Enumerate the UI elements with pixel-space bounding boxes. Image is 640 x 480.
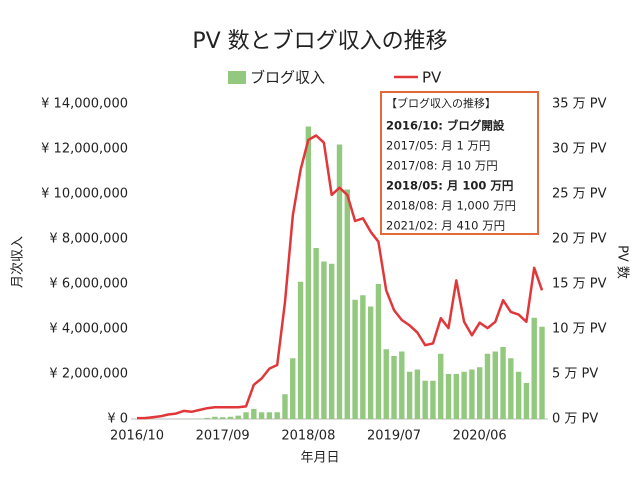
bar	[313, 248, 319, 419]
bar	[227, 416, 234, 419]
bar	[399, 351, 405, 419]
bar	[336, 144, 343, 419]
bar	[212, 416, 218, 419]
legend-label: PV	[422, 69, 442, 87]
y2-tick-label: 25 万 PV	[552, 187, 607, 202]
y2-tick-label: 5 万 PV	[552, 367, 598, 382]
bar	[438, 353, 444, 419]
legend-swatch	[228, 71, 246, 84]
bar	[453, 374, 460, 419]
annotation-line: 2021/02: 月 410 万円	[386, 219, 505, 233]
annotation-line: 2018/08: 月 1,000 万円	[386, 199, 516, 213]
bar	[235, 415, 241, 419]
x-tick-label: 2019/07	[367, 429, 421, 444]
y-tick-label: ¥ 6,000,000	[49, 277, 128, 292]
bar	[219, 417, 226, 419]
bar	[508, 358, 514, 419]
x-tick-label: 2017/09	[196, 429, 250, 444]
bar	[531, 317, 537, 419]
bar	[274, 412, 280, 419]
y-tick-label: ¥ 2,000,000	[49, 367, 128, 382]
bar	[305, 126, 312, 419]
x-axis-label: 年月日	[300, 451, 339, 466]
legend-label: ブログ収入	[250, 69, 325, 87]
bar	[391, 356, 397, 419]
bar	[492, 351, 498, 419]
bar	[243, 412, 249, 419]
bar	[329, 263, 335, 419]
bar	[360, 295, 366, 419]
bar	[204, 417, 210, 419]
bar	[422, 380, 428, 419]
y-tick-label: ¥ 12,000,000	[41, 142, 128, 157]
y-axis-label: 月次収入	[10, 236, 26, 288]
bar	[523, 383, 530, 419]
x-tick-label: 2018/08	[281, 429, 335, 444]
bar	[445, 374, 452, 419]
bar	[383, 349, 389, 419]
bar	[290, 358, 296, 419]
bar	[500, 347, 506, 419]
bar	[515, 371, 522, 419]
annotation-line: 2018/05: 月 100 万円	[386, 179, 513, 193]
y-tick-label: ¥ 4,000,000	[49, 322, 128, 337]
bar	[367, 306, 374, 419]
annotation-line: 2017/05: 月 1 万円	[386, 139, 490, 153]
annotation-line: 2016/10: ブログ開設	[386, 119, 505, 133]
bar	[352, 299, 358, 419]
bar	[297, 281, 304, 419]
annotation-title: 【ブログ収入の推移】	[386, 96, 496, 110]
y2-tick-label: 30 万 PV	[552, 142, 607, 157]
bar	[469, 369, 475, 419]
bar	[484, 353, 491, 419]
annotation-line: 2017/08: 月 10 万円	[386, 159, 498, 173]
y-tick-label: ¥ 8,000,000	[49, 232, 128, 247]
x-tick-label: 2020/06	[453, 429, 507, 444]
bar	[461, 371, 467, 419]
y-tick-label: ¥ 10,000,000	[41, 187, 128, 202]
chart-title: PV 数とブログ収入の推移	[192, 29, 447, 54]
bar	[258, 412, 265, 419]
bar	[406, 371, 413, 419]
y-tick-label: ¥ 0	[107, 412, 128, 427]
annotation-box	[380, 91, 539, 235]
y2-tick-label: 20 万 PV	[552, 232, 607, 247]
bar	[321, 261, 327, 419]
y2-tick-label: 15 万 PV	[552, 277, 607, 292]
bar	[375, 284, 382, 419]
bar	[266, 412, 273, 419]
line	[137, 134, 544, 420]
bar	[251, 408, 257, 419]
bar	[430, 380, 436, 419]
y2-tick-label: 10 万 PV	[552, 322, 607, 337]
y2-tick-label: 0 万 PV	[552, 412, 598, 427]
x-tick-label: 2016/10	[110, 429, 164, 444]
y2-axis-label: PV 数	[615, 245, 630, 279]
bar	[476, 367, 483, 419]
bar	[344, 189, 350, 419]
y-tick-label: ¥ 14,000,000	[41, 97, 128, 112]
bar	[539, 326, 545, 419]
bar	[414, 369, 421, 419]
y2-tick-label: 35 万 PV	[552, 97, 607, 112]
bar	[282, 394, 288, 419]
